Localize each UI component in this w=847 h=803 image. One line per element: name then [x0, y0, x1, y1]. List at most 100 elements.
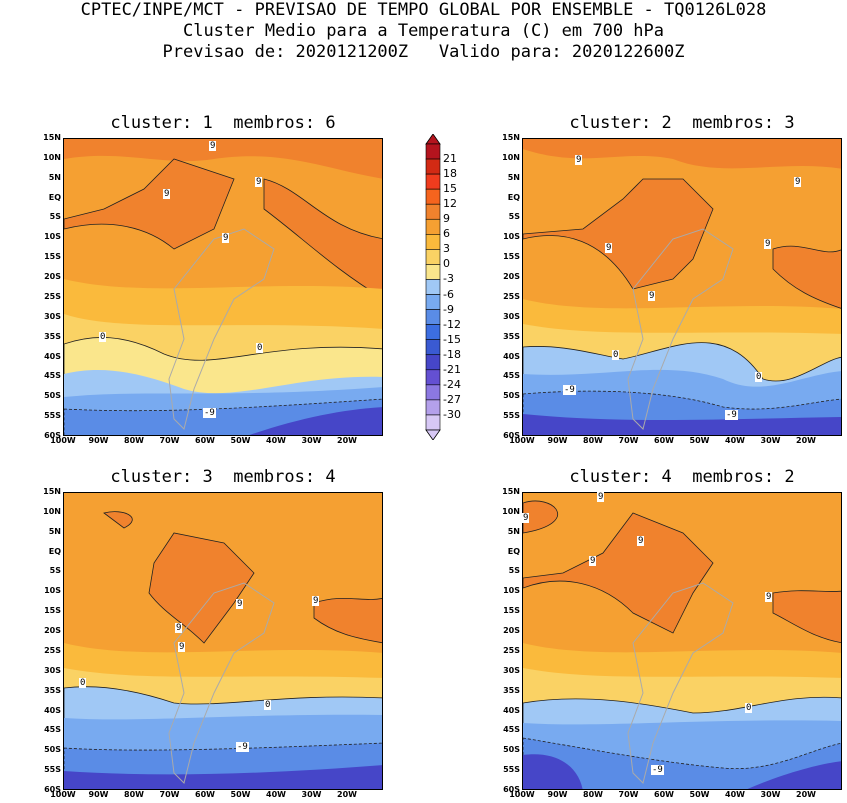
lat-tick-label: 35S [44, 331, 61, 341]
colorbar-swatch [425, 279, 441, 295]
lat-tick-label: 35S [503, 685, 520, 695]
colorbar-tick-label: 9 [443, 212, 450, 226]
lat-tick-label: 15N [502, 133, 520, 142]
colorbar-swatch [425, 249, 441, 265]
lat-tick-label: 25S [44, 645, 61, 655]
lat-tick-label: 25S [503, 291, 520, 301]
contour-label: 0 [612, 350, 620, 360]
contour-label: 9 [178, 642, 186, 652]
header-line-1: CPTEC/INPE/MCT - PREVISAO DE TEMPO GLOBA… [80, 0, 767, 20]
contour-label: 9 [209, 141, 217, 151]
contour-label: 9 [597, 492, 605, 502]
lon-tick-label: 100W [50, 436, 76, 445]
lat-tick-label: 40S [44, 705, 61, 715]
lat-tick-label: 40S [503, 351, 520, 361]
temperature-map-2 [523, 139, 841, 435]
colorbar-tick-label: -12 [443, 317, 461, 331]
contour-label: -9 [725, 410, 738, 420]
colorbar-tick-label: 18 [443, 167, 457, 181]
contour-label: -9 [563, 385, 576, 395]
colorbar-tick-label: -27 [443, 392, 461, 406]
contour-label: 9 [764, 239, 772, 249]
lat-tick-label: 15S [503, 252, 520, 262]
lon-tick-label: 80W [124, 790, 144, 799]
lon-tick-label: 30W [301, 436, 322, 445]
contour-label: 9 [522, 513, 530, 523]
contour-label: 9 [605, 243, 613, 253]
lon-tick-label: 70W [618, 790, 639, 799]
lat-tick-label: 50S [44, 745, 61, 755]
lat-tick-label: 20S [44, 272, 61, 282]
colorbar-tick-label: -18 [443, 347, 461, 361]
lat-tick-label: EQ [507, 546, 520, 556]
lon-tick-label: 100W [509, 436, 535, 445]
lat-tick-label: EQ [48, 546, 61, 556]
colorbar-tick-label: -21 [443, 362, 461, 376]
lon-tick-label: 60W [654, 436, 674, 445]
lat-tick-label: 5S [508, 566, 520, 576]
lat-tick-label: 10S [503, 232, 520, 242]
lon-tick-label: 80W [583, 790, 603, 799]
temperature-map-1 [64, 139, 382, 435]
colorbar-swatch [425, 203, 441, 220]
lat-tick-label: 10N [502, 506, 520, 516]
contour-label: 9 [236, 599, 244, 609]
lat-tick-label: 15N [43, 133, 61, 142]
colorbar-tick-label: -24 [443, 377, 461, 391]
lat-tick-label: 10N [43, 506, 61, 516]
colorbar-swatches [425, 133, 441, 441]
colorbar-tick-label: 15 [443, 182, 457, 196]
colorbar-tick-label: 3 [443, 242, 450, 256]
lat-tick-label: 5N [48, 172, 61, 182]
lat-tick-label: 60S [44, 785, 61, 794]
lat-tick-label: 15N [43, 487, 61, 496]
lon-tick-label: 50W [689, 436, 710, 445]
colorbar-tick-label: -30 [443, 407, 461, 421]
lat-tick-label: 45S [44, 371, 61, 381]
lat-tick-label: 55S [503, 765, 520, 775]
contour-label: 0 [99, 332, 107, 342]
lat-tick-label: 10S [44, 232, 61, 242]
lat-tick-label: 30S [503, 311, 520, 321]
contour-label: 9 [175, 623, 183, 633]
lon-tick-label: 100W [509, 790, 535, 799]
panel-3-title: cluster: 3 membros: 4 [110, 467, 336, 487]
colorbar-tick-label: 21 [443, 152, 457, 166]
colorbar-swatch [425, 369, 441, 386]
lat-tick-label: 40S [503, 705, 520, 715]
lon-tick-label: 90W [88, 436, 109, 445]
lat-tick-label: 45S [503, 725, 520, 735]
colorbar-tick-label: 12 [443, 197, 457, 211]
lon-tick-label: 50W [230, 790, 251, 799]
lon-tick-label: 60W [195, 436, 215, 445]
panel-2-title: cluster: 2 membros: 3 [569, 113, 795, 133]
colorbar-swatch [425, 414, 441, 431]
contour-label: -9 [236, 742, 249, 752]
contour-label: 9 [648, 291, 656, 301]
colorbar-swatch [425, 158, 441, 175]
lat-tick-label: 5S [49, 566, 61, 576]
colorbar-swatch [425, 264, 441, 280]
contour-label: 9 [575, 155, 583, 165]
colorbar-swatch [425, 354, 441, 371]
colorbar-tick-label: -6 [443, 287, 454, 301]
lon-tick-label: 20W [796, 436, 816, 445]
lat-tick-label: 40S [44, 351, 61, 361]
lat-tick-label: 50S [503, 391, 520, 401]
contour-label: 9 [222, 233, 230, 243]
header-line-2: Cluster Medio para a Temperatura (C) em … [182, 21, 665, 41]
colorbar-swatch [425, 188, 441, 205]
lat-tick-label: 30S [44, 665, 61, 675]
lat-tick-label: 50S [44, 391, 61, 401]
temperature-map-4 [523, 493, 841, 789]
lat-tick-label: 20S [44, 626, 61, 636]
lat-tick-label: EQ [48, 192, 61, 202]
lon-tick-label: 80W [583, 436, 603, 445]
colorbar-swatch [425, 384, 441, 401]
map-panel-cluster-1 [63, 138, 383, 436]
map-panel-cluster-2 [522, 138, 842, 436]
lon-tick-label: 30W [301, 790, 322, 799]
colorbar-tick-label: -3 [443, 272, 454, 286]
contour-label: -9 [203, 408, 216, 418]
contour-label: 9 [589, 556, 597, 566]
